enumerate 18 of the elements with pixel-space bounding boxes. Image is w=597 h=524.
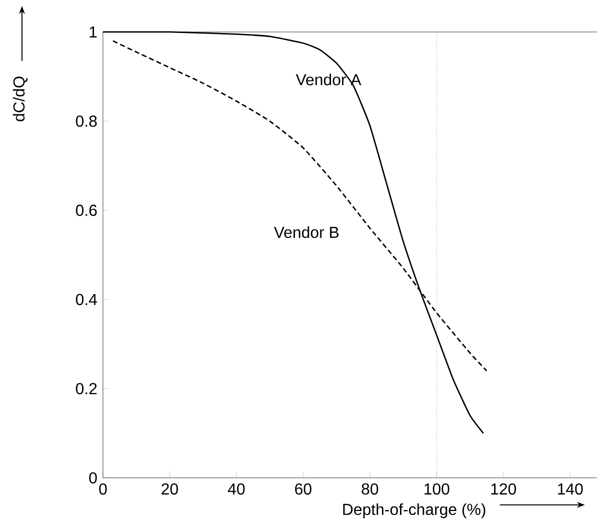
x-tick-label: 120 [491,484,516,495]
x-tick-label: 140 [558,484,583,495]
y-tick-label: 0.6 [76,204,97,216]
x-tick-label: 100 [424,484,450,495]
x-tick-label: 40 [228,484,245,495]
y-axis-title: dC/dQ [12,76,28,122]
x-axis-title: Depth-of-charge (%) [343,504,486,518]
series-label: Vendor B [274,226,339,238]
y-tick-label: 0.4 [76,294,97,306]
y-tick-label: 0.8 [76,116,97,128]
x-tick-label: 80 [362,484,378,495]
series-label: Vendor A [296,74,362,86]
y-tick-label: 0.2 [76,383,97,395]
x-tick-label: 0 [99,484,107,495]
y-tick-label: 0 [89,472,97,484]
x-tick-label: 20 [162,484,178,495]
x-tick-label: 60 [295,484,312,495]
y-tick-label: 1 [90,26,97,38]
